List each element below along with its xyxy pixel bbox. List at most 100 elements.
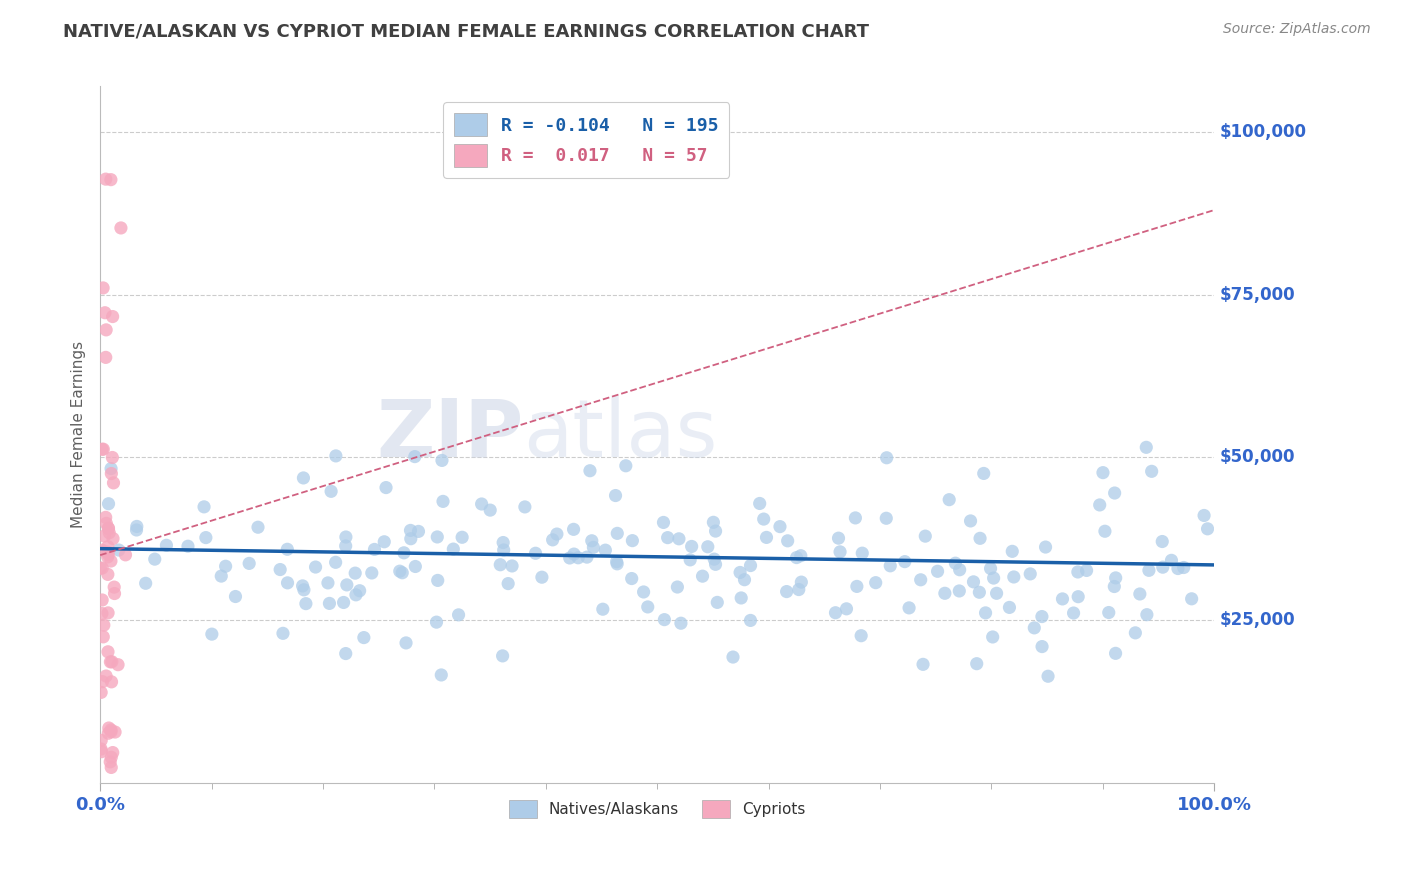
Point [740, 614, 762, 628]
Point [97, 645, 120, 659]
Point [373, 534, 395, 549]
Point [344, 566, 367, 581]
Point [100, 750, 122, 764]
Point [408, 524, 430, 539]
Point [94, 669, 117, 683]
Point [1076, 564, 1098, 578]
Point [969, 531, 991, 545]
Point [606, 557, 628, 571]
Point [489, 558, 512, 572]
Point [114, 548, 136, 562]
Point [1135, 440, 1157, 454]
Point [582, 541, 605, 555]
Point [959, 514, 981, 528]
Point [97, 726, 120, 740]
Point [91, 543, 114, 558]
Point [983, 571, 1005, 585]
Point [898, 600, 921, 615]
Point [1019, 566, 1042, 581]
Point [986, 586, 1008, 600]
Point [787, 582, 810, 597]
Point [97, 521, 120, 535]
Point [1098, 606, 1121, 620]
Point [335, 647, 357, 661]
Point [501, 558, 523, 573]
Text: $25,000: $25,000 [1220, 611, 1295, 629]
Point [562, 522, 585, 536]
Point [336, 578, 359, 592]
Point [692, 569, 714, 583]
Point [949, 563, 972, 577]
Point [786, 550, 808, 565]
Point [276, 542, 298, 557]
Point [96, 516, 118, 531]
Point [530, 570, 553, 584]
Point [97, 606, 120, 620]
Point [1104, 486, 1126, 500]
Point [579, 464, 602, 478]
Point [375, 481, 398, 495]
Point [426, 530, 449, 544]
Point [135, 576, 157, 591]
Point [451, 530, 474, 544]
Point [101, 746, 124, 760]
Point [1173, 560, 1195, 574]
Point [103, 586, 125, 600]
Point [471, 497, 494, 511]
Point [558, 551, 581, 566]
Point [973, 467, 995, 481]
Point [1002, 570, 1025, 584]
Point [962, 574, 984, 589]
Point [103, 580, 125, 594]
Point [981, 630, 1004, 644]
Point [1129, 587, 1152, 601]
Point [704, 524, 727, 538]
Point [491, 648, 513, 663]
Point [948, 584, 970, 599]
Point [353, 631, 375, 645]
Point [318, 596, 340, 610]
Point [104, 725, 127, 739]
Point [492, 543, 515, 558]
Point [605, 489, 627, 503]
Point [426, 574, 449, 588]
Point [125, 519, 148, 533]
Point [177, 539, 200, 553]
Point [292, 582, 315, 597]
Point [94, 323, 117, 337]
Point [730, 591, 752, 605]
Text: atlas: atlas [523, 396, 718, 474]
Point [100, 461, 122, 475]
Point [974, 606, 997, 620]
Point [912, 657, 935, 672]
Point [316, 575, 339, 590]
Point [769, 519, 792, 533]
Point [1152, 534, 1174, 549]
Point [325, 555, 347, 569]
Point [938, 492, 960, 507]
Point [388, 564, 411, 578]
Point [734, 573, 756, 587]
Point [269, 563, 291, 577]
Point [914, 529, 936, 543]
Point [1125, 625, 1147, 640]
Point [681, 540, 703, 554]
Point [399, 524, 422, 538]
Point [97, 548, 120, 562]
Point [666, 580, 689, 594]
Point [513, 500, 536, 514]
Point [1140, 464, 1163, 478]
Point [91, 630, 114, 644]
Point [97, 549, 120, 564]
Point [910, 573, 932, 587]
Point [91, 674, 114, 689]
Point [90, 607, 112, 621]
Point [1136, 607, 1159, 622]
Point [335, 539, 357, 553]
Point [430, 453, 453, 467]
Point [776, 533, 799, 548]
Point [934, 586, 956, 600]
Point [93, 529, 115, 543]
Point [395, 636, 418, 650]
Point [404, 450, 426, 464]
